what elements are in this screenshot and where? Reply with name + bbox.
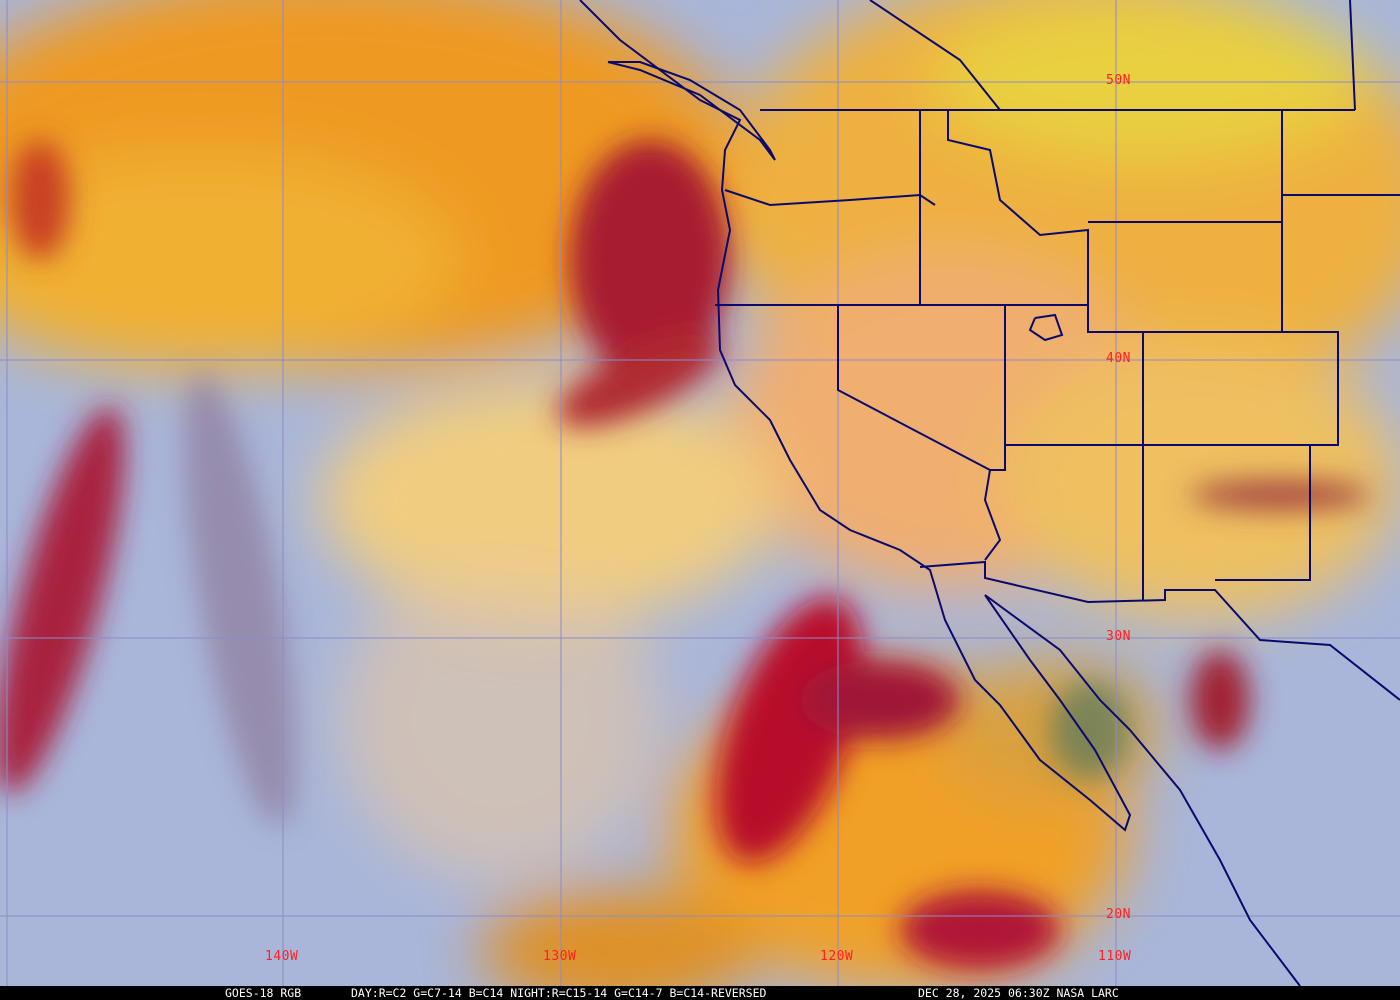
lon-label-140w: 140W — [265, 949, 299, 964]
boundaries — [579, 0, 1400, 986]
satellite-name: GOES-18 RGB — [225, 986, 302, 1000]
lat-label-30n: 30N — [1106, 629, 1131, 644]
great-salt-lake — [1028, 313, 1064, 342]
rgb-recipe: DAY:R=C2 G=C7-14 B=C14 NIGHT:R=C15-14 G=… — [351, 986, 767, 1000]
ca-az — [983, 469, 1002, 561]
timestamp: DEC 28, 2025 06:30Z NASA LARC — [918, 986, 1119, 1000]
lon-label-110w: 110W — [1098, 949, 1132, 964]
lat-label-40n: 40N — [1106, 351, 1131, 366]
mexico-border — [919, 560, 1400, 701]
thick-cloud-bands — [0, 140, 1370, 970]
lon-label-120w: 120W — [820, 949, 854, 964]
nm-tx — [1215, 445, 1311, 581]
lat-label-20n: 20N — [1106, 907, 1131, 922]
bc-alberta — [869, 0, 1001, 111]
lat-label-50n: 50N — [1106, 73, 1131, 88]
utah — [1004, 305, 1144, 446]
alberta-sask — [1349, 0, 1356, 111]
caption-bar: GOES-18 RGB DAY:R=C2 G=C7-14 B=C14 NIGHT… — [0, 986, 1400, 1000]
pacific-coastline — [579, 0, 1301, 986]
vancouver-island — [607, 61, 776, 161]
wa-or — [724, 189, 936, 207]
montana — [948, 109, 1283, 222]
lon-label-130w: 130W — [543, 949, 577, 964]
colorado — [1143, 331, 1339, 446]
